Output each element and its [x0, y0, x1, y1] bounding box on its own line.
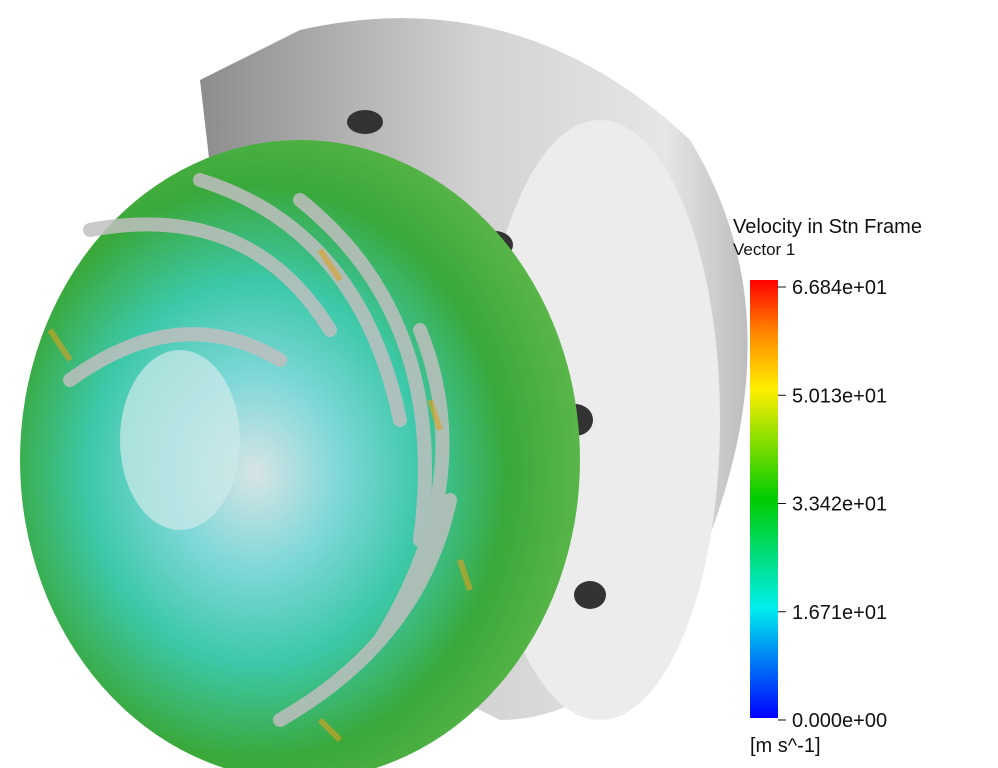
tick-label: 1.671e+01 [792, 602, 887, 624]
hub [120, 350, 240, 530]
legend-units: [m s^-1] [750, 735, 821, 757]
color-bar [750, 280, 778, 718]
tick-label: 0.000e+00 [792, 710, 887, 732]
legend-subtitle: Vector 1 [733, 240, 795, 259]
tick-label: 3.342e+01 [792, 494, 887, 516]
legend-title: Velocity in Stn Frame [733, 216, 922, 238]
tick-label: 6.684e+01 [792, 277, 887, 299]
cfd-view: Velocity in Stn Frame Vector 1 6.684e+01… [0, 0, 998, 768]
screenshot: Velocity in Stn Frame Vector 1 6.684e+01… [0, 0, 998, 768]
tick-label: 5.013e+01 [792, 385, 887, 407]
legend-ticks: 6.684e+01 5.013e+01 3.342e+01 1.671e+01 0.00… [778, 277, 887, 732]
